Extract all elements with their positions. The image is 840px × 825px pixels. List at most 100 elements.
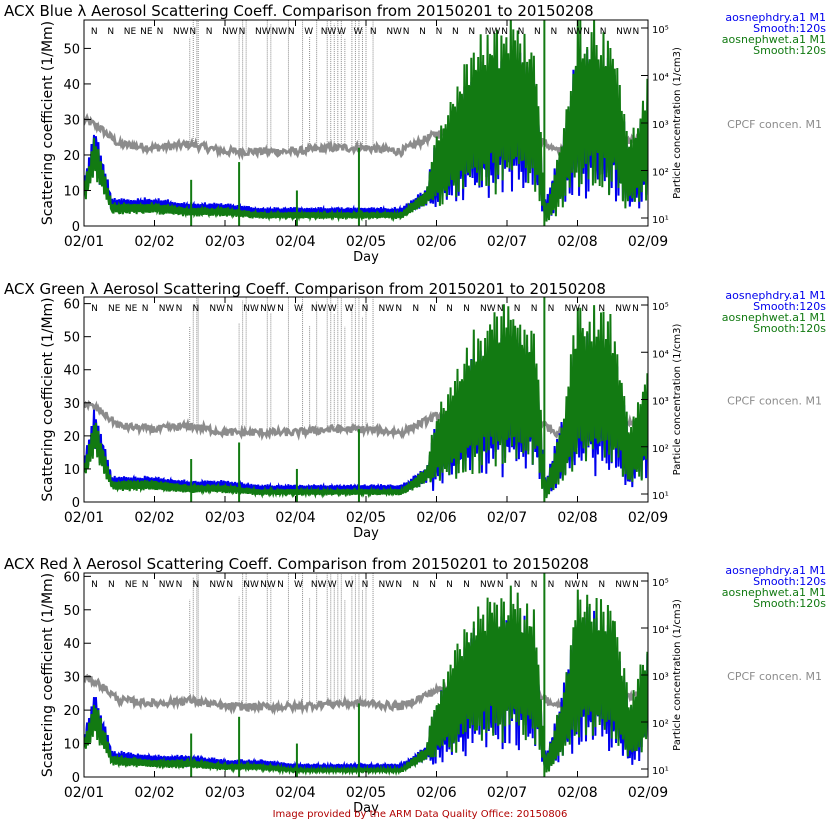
- series-group: [84, 573, 648, 777]
- y2-tick-label: 10²: [652, 719, 669, 730]
- legend-entry: Smooth:120s: [753, 322, 826, 335]
- wind-label: N: [157, 27, 164, 37]
- wind-label: N: [550, 27, 557, 37]
- y2-axis-label: Particle concentration (1/cm3): [672, 324, 683, 476]
- x-axis-label: Day: [353, 526, 379, 541]
- x-tick-label: 02/04: [275, 510, 315, 526]
- y-tick-label: 30: [63, 671, 80, 686]
- wind-label: N: [193, 304, 200, 314]
- x-tick-label: 02/07: [487, 785, 527, 801]
- wind-label: N: [226, 580, 233, 590]
- x-tick-label: 02/03: [205, 510, 245, 526]
- wind-label: NW: [260, 304, 276, 314]
- wind-label: N: [277, 580, 284, 590]
- y-tick-label: 10: [63, 184, 80, 199]
- wind-label: N: [142, 580, 149, 590]
- wind-label: N: [395, 580, 402, 590]
- wind-label: W: [345, 580, 354, 590]
- wind-label: N: [395, 304, 402, 314]
- wind-label: N: [632, 580, 639, 590]
- x-tick-label: 02/01: [64, 510, 104, 526]
- wind-label: N: [548, 304, 555, 314]
- wind-label: N: [446, 304, 453, 314]
- y2-tick-label: 10⁵: [652, 25, 669, 36]
- wind-label: NW: [616, 27, 632, 37]
- wind-label: N: [91, 304, 98, 314]
- x-tick-label: 02/08: [557, 234, 597, 250]
- wind-label: NW: [379, 580, 395, 590]
- legend-entry: aosnephwet.a1 M1: [722, 33, 826, 46]
- x-tick-label: 02/08: [557, 785, 597, 801]
- wind-label: NW: [386, 27, 402, 37]
- wind-label: N: [514, 580, 521, 590]
- y-tick-label: 0: [72, 496, 80, 511]
- y-tick-label: 10: [63, 738, 80, 753]
- y-tick-label: 50: [63, 331, 80, 346]
- legend-entry: aosnephdry.a1 M1: [725, 11, 826, 24]
- y-tick-label: 20: [63, 704, 80, 719]
- x-tick-label: 02/05: [346, 785, 386, 801]
- wind-label: N: [514, 304, 521, 314]
- wind-label: NW: [243, 304, 259, 314]
- wind-label: N: [226, 304, 233, 314]
- legend-entry: aosnephwet.a1 M1: [722, 586, 826, 599]
- wind-label: W: [294, 580, 303, 590]
- x-tick-label: 02/06: [416, 234, 456, 250]
- y2-tick-label: 10⁴: [652, 625, 669, 636]
- wind-label: N: [446, 580, 453, 590]
- wind-label: N: [362, 304, 369, 314]
- chart-title: ACX Red λ Aerosol Scattering Coeff. Comp…: [4, 555, 589, 573]
- wind-label: N: [518, 27, 525, 37]
- wind-label: N: [193, 580, 200, 590]
- wind-label: N: [501, 27, 508, 37]
- wind-label: NW: [311, 304, 327, 314]
- wind-label: N: [239, 27, 246, 37]
- wind-label: N: [142, 304, 149, 314]
- wind-label: NW: [615, 304, 631, 314]
- legend-entry-cpcf: CPCF concen. M1: [727, 395, 822, 408]
- legend-entry: Smooth:120s: [753, 22, 826, 35]
- y2-tick-label: 10⁴: [652, 73, 669, 84]
- wind-label: N: [581, 304, 588, 314]
- x-tick-label: 02/03: [205, 785, 245, 801]
- x-tick-label: 02/05: [346, 234, 386, 250]
- wind-label: NW: [255, 27, 271, 37]
- legend-entry-cpcf: CPCF concen. M1: [727, 670, 822, 683]
- wind-label: N: [91, 580, 98, 590]
- wind-label: NE: [124, 27, 137, 37]
- y-tick-label: 40: [63, 364, 80, 379]
- legend-entry: aosnephdry.a1 M1: [725, 564, 826, 577]
- wind-label: NE: [125, 304, 138, 314]
- legend-entry: Smooth:120s: [753, 597, 826, 610]
- wind-label: N: [598, 304, 605, 314]
- x-tick-label: 02/02: [134, 510, 174, 526]
- y-tick-label: 20: [63, 430, 80, 445]
- y-tick-label: 50: [63, 604, 80, 619]
- wind-label: N: [91, 27, 98, 37]
- chart-title: ACX Blue λ Aerosol Scattering Coeff. Com…: [4, 2, 594, 20]
- wind-label: N: [497, 580, 504, 590]
- wind-label: NW: [485, 27, 501, 37]
- y2-axis-label: Particle concentration (1/cm3): [672, 599, 683, 751]
- wind-label: NE: [125, 580, 138, 590]
- y2-tick-label: 10³: [652, 397, 669, 408]
- wind-label: N: [362, 580, 369, 590]
- wind-label: N: [288, 27, 295, 37]
- wind-label: N: [412, 580, 419, 590]
- wind-label: N: [581, 580, 588, 590]
- x-tick-label: 02/09: [628, 785, 668, 801]
- wind-label: NW: [159, 580, 175, 590]
- wind-label: N: [463, 580, 470, 590]
- y-axis-label: Scattering coefficient (1/Mm): [40, 297, 56, 501]
- x-tick-label: 02/05: [346, 510, 386, 526]
- y-tick-label: 40: [63, 78, 80, 93]
- wind-label: N: [403, 27, 410, 37]
- x-tick-label: 02/06: [416, 510, 456, 526]
- y-tick-label: 60: [63, 298, 80, 313]
- y-tick-label: 40: [63, 637, 80, 652]
- y-tick-label: 0: [72, 220, 80, 235]
- y2-tick-label: 10¹: [652, 215, 669, 226]
- wind-label: N: [206, 27, 213, 37]
- wind-label: NW: [209, 304, 225, 314]
